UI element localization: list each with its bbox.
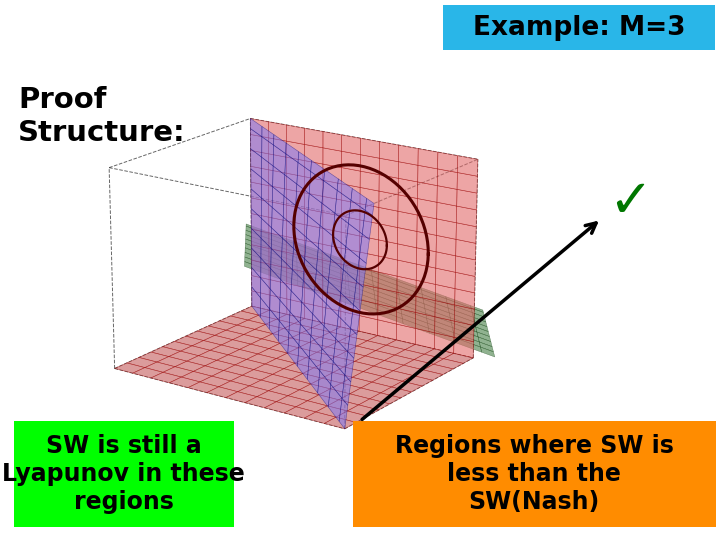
FancyBboxPatch shape [14,421,234,526]
FancyBboxPatch shape [353,421,716,526]
Text: Example: M=3: Example: M=3 [472,15,685,40]
Text: Regions where SW is
less than the
SW(Nash): Regions where SW is less than the SW(Nas… [395,434,674,514]
FancyBboxPatch shape [443,5,715,50]
Text: ✓: ✓ [608,177,652,228]
Text: Proof
Structure:: Proof Structure: [18,86,186,147]
Text: SW is still a
Lyapunov in these
regions: SW is still a Lyapunov in these regions [2,434,246,514]
